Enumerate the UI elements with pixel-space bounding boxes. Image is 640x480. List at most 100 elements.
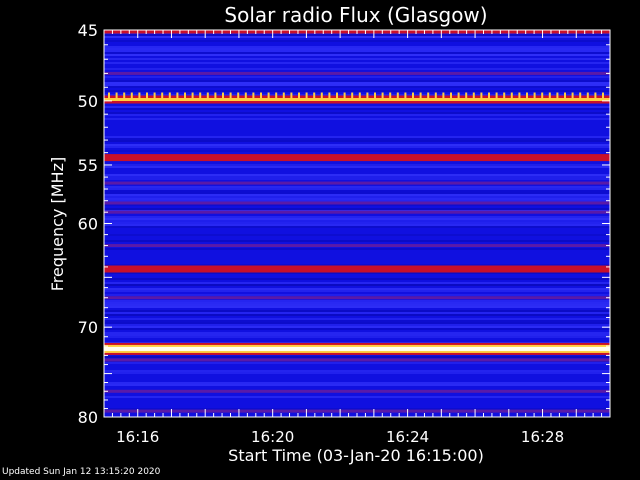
chart-title: Solar radio Flux (Glasgow) xyxy=(224,3,487,27)
background-stripe xyxy=(104,310,610,312)
background-stripe xyxy=(104,324,610,326)
background-stripe xyxy=(104,356,610,358)
background-stripe xyxy=(104,370,610,372)
spike-mark xyxy=(358,92,361,100)
spike-mark xyxy=(419,92,422,100)
background-stripe xyxy=(104,284,610,286)
frequency-band xyxy=(104,210,610,214)
frequency-band xyxy=(104,154,610,162)
background-stripe xyxy=(104,362,610,364)
spike-mark xyxy=(488,92,490,100)
frequency-band xyxy=(104,346,610,351)
spike-mark xyxy=(465,92,468,100)
spike-mark xyxy=(541,92,544,100)
y-tick-label: 50 xyxy=(78,92,98,111)
background-stripe xyxy=(104,194,610,196)
background-stripe xyxy=(104,84,610,86)
background-stripe xyxy=(104,140,610,142)
spike-mark xyxy=(602,92,604,100)
spike-mark xyxy=(389,92,392,100)
background-stripe xyxy=(104,278,610,280)
spike-mark xyxy=(123,92,126,100)
frequency-band xyxy=(104,244,610,248)
spike-mark xyxy=(336,92,338,100)
background-stripe xyxy=(104,318,610,320)
spectrogram-plot xyxy=(104,30,610,417)
updated-timestamp: Updated Sun Jan 12 13:15:20 2020 xyxy=(2,467,161,477)
background-stripe xyxy=(104,94,610,96)
frequency-band xyxy=(104,71,610,75)
background-stripe xyxy=(104,118,610,120)
background-stripe xyxy=(104,138,610,140)
frequency-band xyxy=(104,201,610,205)
background-stripe xyxy=(104,106,610,108)
spike-mark xyxy=(457,92,460,100)
spike-mark xyxy=(252,92,255,100)
background-stripe xyxy=(104,188,610,190)
background-stripe xyxy=(104,288,610,290)
background-stripe xyxy=(104,240,610,242)
spike-mark xyxy=(472,92,475,100)
spike-mark xyxy=(396,92,399,100)
background-stripe xyxy=(104,176,610,178)
background-stripe xyxy=(104,408,610,410)
background-stripe xyxy=(104,68,610,70)
spike-mark xyxy=(343,92,346,100)
spike-mark xyxy=(586,92,589,100)
spike-mark xyxy=(351,92,354,100)
frequency-band xyxy=(104,358,610,362)
background-stripe xyxy=(104,174,610,176)
background-stripe xyxy=(104,208,610,210)
spike-mark xyxy=(244,92,247,100)
frequency-band xyxy=(104,409,610,413)
spike-mark xyxy=(222,92,224,100)
spike-mark xyxy=(184,92,186,100)
spike-mark xyxy=(138,92,141,100)
background-stripe xyxy=(104,196,610,198)
frequency-band xyxy=(104,265,610,273)
background-stripe xyxy=(104,40,610,42)
spike-mark xyxy=(442,92,445,100)
spike-mark xyxy=(275,92,278,100)
background-stripe xyxy=(104,304,610,306)
spike-mark xyxy=(548,92,551,100)
background-stripe xyxy=(104,326,610,328)
spike-mark xyxy=(237,92,240,100)
y-tick-label: 70 xyxy=(78,318,98,337)
background-stripe xyxy=(104,384,610,386)
background-stripe xyxy=(104,312,610,314)
spike-mark xyxy=(495,92,498,100)
spike-mark xyxy=(176,92,179,100)
spike-mark xyxy=(146,92,148,100)
background-stripe xyxy=(104,224,610,226)
y-tick-label: 60 xyxy=(78,215,98,234)
background-stripe xyxy=(104,108,610,110)
spike-mark xyxy=(199,92,202,100)
spike-mark xyxy=(404,92,407,100)
frequency-band xyxy=(104,296,610,300)
spike-mark xyxy=(328,92,331,100)
spike-mark xyxy=(320,92,323,100)
spike-mark xyxy=(594,92,597,100)
background-stripe xyxy=(104,216,610,218)
background-stripe xyxy=(104,146,610,148)
y-axis: 45 50 55 60 70 80 xyxy=(78,21,610,427)
spike-mark xyxy=(305,92,308,100)
background-stripe xyxy=(104,302,610,304)
spike-mark xyxy=(313,92,316,100)
x-tick-label: 16:16 xyxy=(116,428,159,446)
spike-mark xyxy=(480,92,483,100)
background-stripe xyxy=(104,136,610,138)
background-stripe xyxy=(104,332,610,334)
background-stripe xyxy=(104,198,610,200)
spike-mark xyxy=(115,92,118,100)
background-stripe xyxy=(104,150,610,152)
spike-mark xyxy=(579,92,582,100)
spike-mark xyxy=(427,92,430,100)
background-stripe xyxy=(104,200,610,202)
background-stripe xyxy=(104,114,610,116)
background-stripe xyxy=(104,334,610,336)
background-stripe xyxy=(104,48,610,50)
spike-mark xyxy=(168,92,171,100)
frequency-band xyxy=(104,98,610,102)
